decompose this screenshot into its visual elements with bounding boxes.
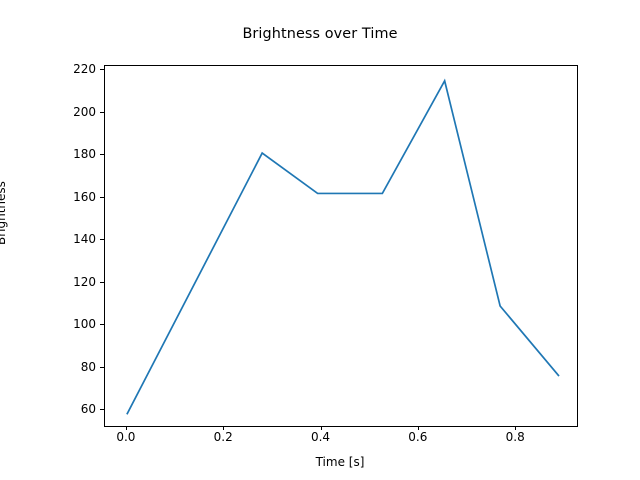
y-tick-mark <box>100 196 104 198</box>
x-tick-mark <box>515 426 517 430</box>
y-tick-mark <box>100 281 104 283</box>
y-tick-label: 160 <box>73 189 96 204</box>
x-tick-mark <box>320 426 322 430</box>
y-tick-mark <box>100 239 104 241</box>
y-tick-mark <box>100 324 104 326</box>
y-tick-label: 60 <box>80 402 96 417</box>
chart-title: Brightness over Time <box>242 26 398 42</box>
x-tick-mark <box>223 426 225 430</box>
x-axis-label: Time [s] <box>315 455 365 469</box>
y-tick-mark <box>100 69 104 71</box>
y-tick-mark <box>100 154 104 156</box>
x-tick-label: 0.2 <box>213 430 233 444</box>
plot-axes <box>104 65 578 427</box>
x-tick-mark <box>125 426 127 430</box>
series-line-brightness <box>126 78 560 415</box>
y-tick-label: 100 <box>73 317 96 332</box>
x-tick-label: 0.0 <box>116 430 136 444</box>
y-tick-label: 180 <box>73 147 96 162</box>
y-tick-label: 80 <box>80 359 96 374</box>
y-tick-label: 220 <box>73 62 96 77</box>
y-tick-mark <box>100 366 104 368</box>
y-tick-mark <box>100 111 104 113</box>
y-tick-label: 140 <box>73 232 96 247</box>
y-tick-label: 200 <box>73 104 96 119</box>
data-line-svg <box>126 78 560 415</box>
x-tick-mark <box>417 426 419 430</box>
y-tick-mark <box>100 409 104 411</box>
y-tick-label: 120 <box>73 274 96 289</box>
x-tick-label: 0.4 <box>310 430 331 444</box>
x-tick-label: 0.8 <box>505 430 525 444</box>
x-tick-label: 0.6 <box>408 430 428 444</box>
